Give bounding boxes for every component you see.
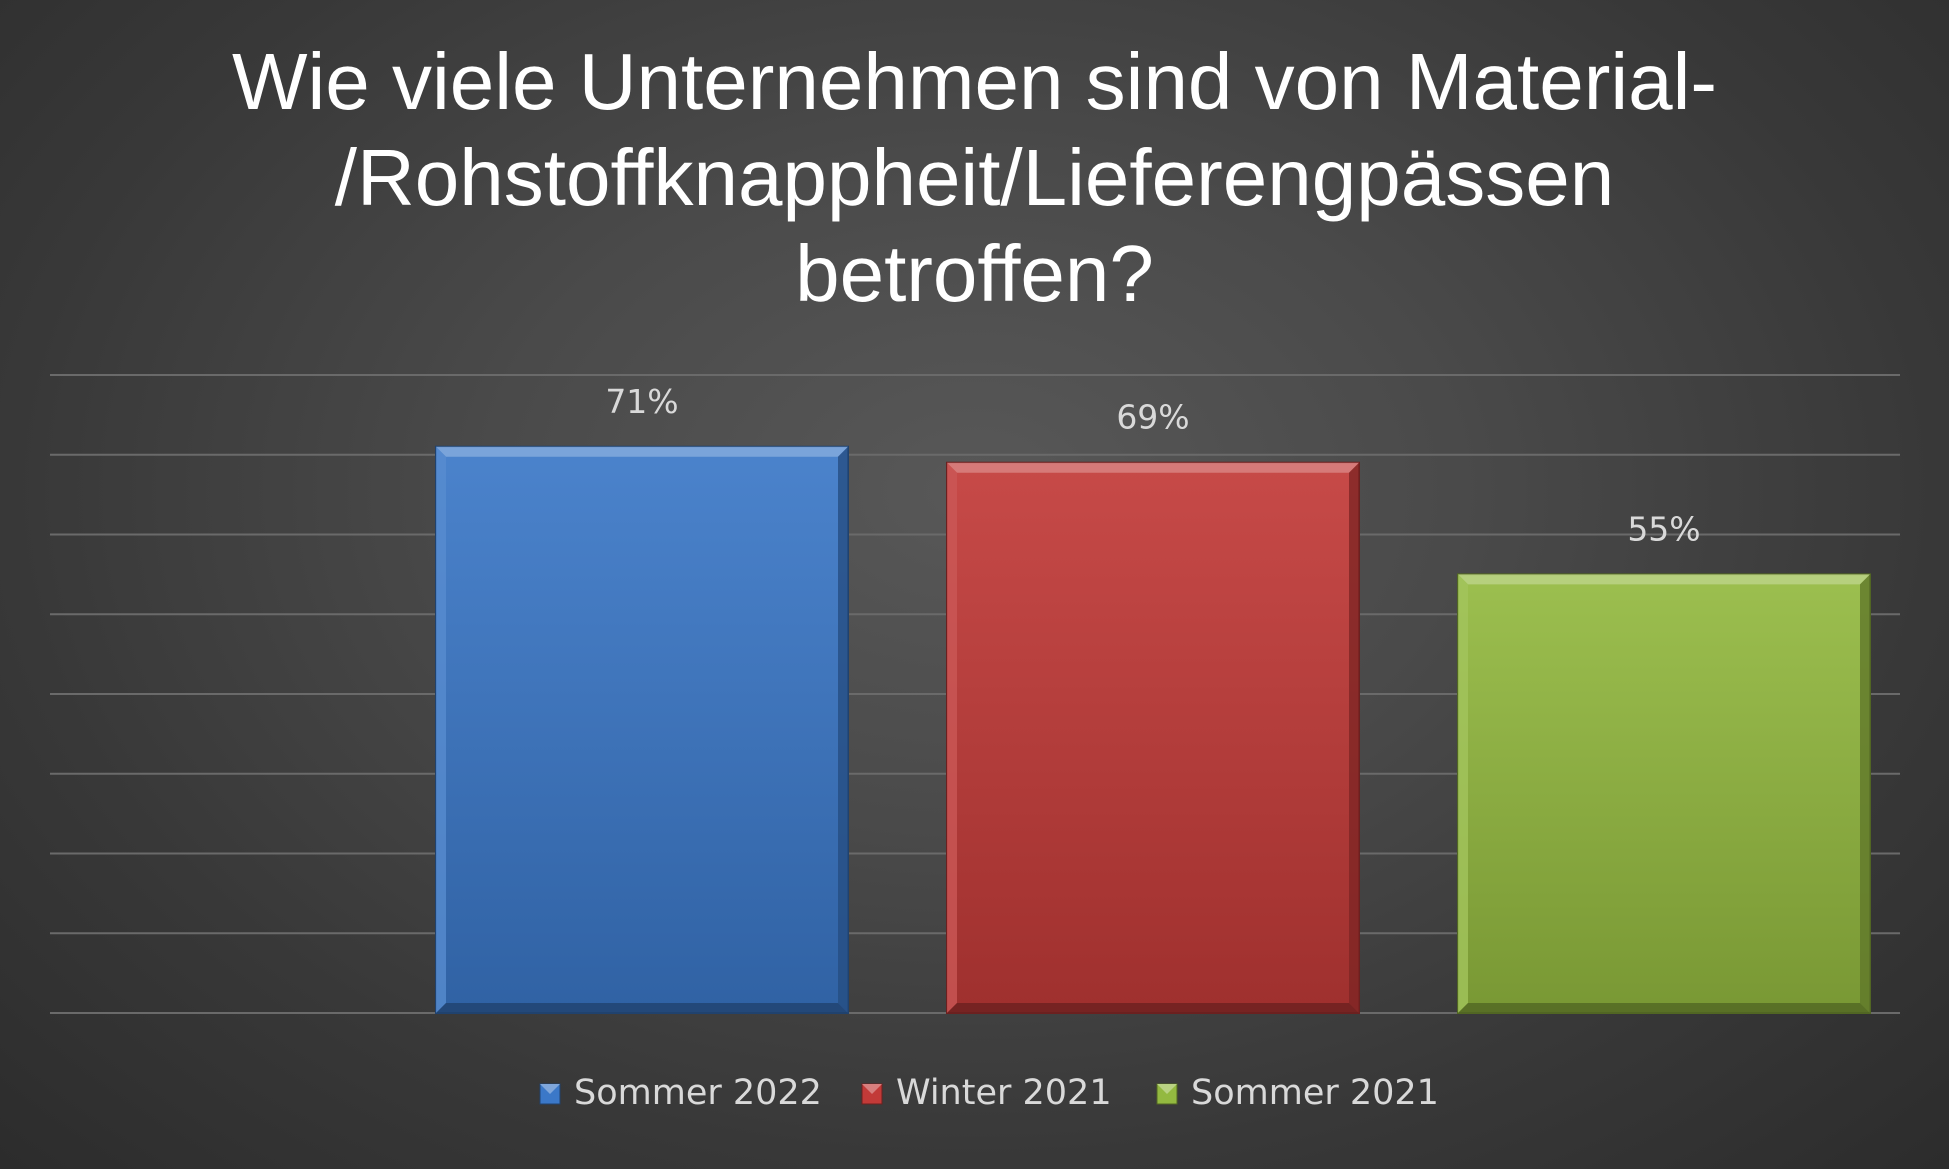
- legend-item: Sommer 2021: [1156, 1073, 1439, 1113]
- legend: Sommer 2022 Winter 2021 Sommer 2021: [539, 1073, 1439, 1113]
- bar-bevel-bottom: [947, 1003, 1359, 1013]
- legend-swatch-bevel: [540, 1084, 560, 1094]
- bar: [435, 445, 849, 1014]
- chart-title-line-1: Wie viele Unternehmen sind von Material-: [231, 37, 1718, 126]
- chart-title: Wie viele Unternehmen sind von Material-…: [0, 34, 1949, 322]
- legend-label: Sommer 2022: [574, 1073, 822, 1113]
- legend-item: Winter 2021: [861, 1073, 1112, 1113]
- legend-item: Sommer 2022: [539, 1073, 822, 1113]
- bars: [435, 445, 1871, 1015]
- chart-title-line-2: /Rohstoffknappheit/Lieferengpässen: [334, 133, 1615, 222]
- data-label: 71%: [605, 382, 678, 421]
- bar-bevel-bottom: [1458, 1003, 1870, 1013]
- bar-bevel-bottom: [436, 1003, 848, 1013]
- bar-bevel-right: [838, 446, 848, 1013]
- bar: [946, 461, 1360, 1015]
- data-label: 55%: [1627, 509, 1700, 548]
- bar: [1457, 573, 1871, 1014]
- data-labels: 71% 69% 55%: [605, 382, 1700, 549]
- bar-bevel-left: [436, 446, 446, 1013]
- bar-bevel-left: [947, 462, 957, 1014]
- bar-sommer-2021: [1457, 573, 1871, 1014]
- legend-swatch-bevel: [1157, 1084, 1177, 1094]
- bar-bevel-top: [1458, 574, 1870, 585]
- bar-winter-2021: [946, 461, 1360, 1015]
- bar-bevel-left: [1458, 574, 1468, 1013]
- legend-label: Winter 2021: [896, 1073, 1112, 1113]
- legend-label: Sommer 2021: [1191, 1073, 1439, 1113]
- bar-bevel-right: [1860, 574, 1870, 1013]
- chart-title-line-3: betroffen?: [795, 229, 1154, 318]
- bar-bevel-top: [436, 446, 848, 457]
- bar-bevel-right: [1349, 462, 1359, 1014]
- data-label: 69%: [1116, 398, 1189, 437]
- bar-sommer-2022: [435, 445, 849, 1014]
- bar-bevel-top: [947, 462, 1359, 473]
- legend-swatch-bevel: [862, 1084, 882, 1094]
